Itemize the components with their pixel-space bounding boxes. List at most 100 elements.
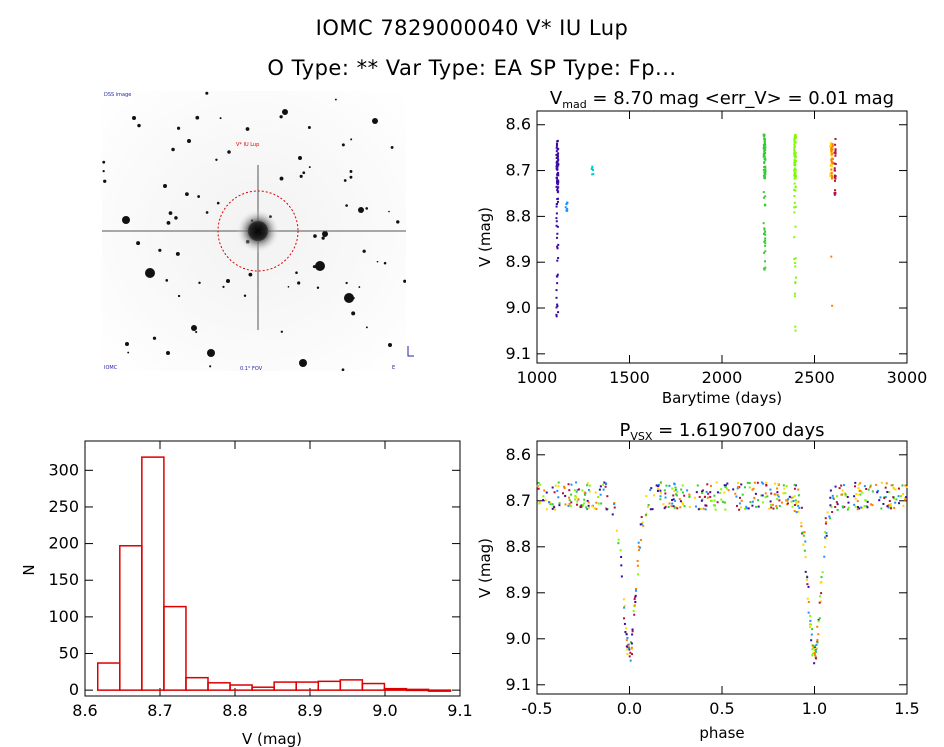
- light-curve-point: [557, 155, 560, 158]
- phased-point: [802, 543, 805, 546]
- phased-point: [640, 516, 643, 519]
- phased-point: [775, 507, 778, 510]
- phased-point: [806, 597, 809, 600]
- phased-point: [764, 492, 767, 495]
- target-star-glow: [236, 209, 280, 253]
- phased-point: [807, 601, 810, 604]
- x-tick-label: 1.5: [894, 699, 919, 718]
- phased-point: [578, 488, 581, 491]
- phased-point: [617, 542, 620, 545]
- phased-point: [678, 498, 681, 501]
- light-curve-point: [764, 230, 767, 233]
- light-curve-point: [764, 149, 767, 152]
- phased-point: [597, 502, 600, 505]
- phased-point: [688, 493, 691, 496]
- phased-point: [897, 487, 900, 490]
- light-curve-point: [833, 193, 836, 196]
- phased-point: [768, 507, 771, 510]
- y-tick-label: 9.0: [506, 629, 531, 648]
- light-curve-point: [557, 172, 560, 175]
- phased-point: [861, 491, 864, 494]
- star: [209, 365, 212, 368]
- phased-point: [623, 606, 626, 609]
- phased-point: [811, 654, 814, 657]
- phased-point: [537, 487, 540, 490]
- phased-point: [720, 498, 723, 501]
- phased-point: [905, 486, 908, 489]
- phased-point: [797, 504, 800, 507]
- phased-point: [674, 486, 677, 489]
- light-curve-point: [793, 258, 796, 261]
- star: [297, 281, 301, 285]
- phased-point: [813, 662, 816, 665]
- light-curve-point: [833, 167, 836, 170]
- phased-point: [576, 488, 579, 491]
- phased-point: [558, 504, 561, 507]
- phased-point: [893, 506, 896, 509]
- phased-point: [894, 501, 897, 504]
- phased-point: [866, 500, 869, 503]
- light-curve-point: [793, 295, 796, 298]
- phased-point: [825, 521, 828, 524]
- phased-point: [795, 511, 798, 514]
- phased-point: [898, 502, 901, 505]
- phased-point: [736, 487, 739, 490]
- light-curve-point: [794, 156, 797, 159]
- phased-point: [675, 494, 678, 497]
- light-curve-point: [555, 205, 558, 208]
- light-curve-point: [794, 205, 797, 208]
- phased-point: [605, 508, 608, 511]
- phased-point: [853, 503, 856, 506]
- light-curve-point: [557, 190, 560, 193]
- star: [365, 326, 368, 329]
- light-curve-point: [557, 186, 560, 189]
- light-curve-point: [831, 143, 834, 146]
- light-curve-point: [556, 165, 559, 168]
- phased-point: [570, 493, 573, 496]
- light-curve-point: [834, 189, 837, 192]
- histogram-bar: [383, 687, 408, 691]
- light-curve-point: [557, 243, 560, 246]
- phased-point: [812, 644, 815, 647]
- phased-point: [820, 576, 823, 579]
- phased-point: [803, 549, 806, 552]
- light-curve-point: [834, 179, 837, 182]
- phased-point: [797, 500, 800, 503]
- light-curve-point: [566, 209, 569, 212]
- histogram-bar: [163, 605, 187, 691]
- star: [226, 279, 230, 283]
- phased-point: [625, 639, 628, 642]
- histogram-y-label: N: [20, 564, 38, 575]
- phased-point: [888, 491, 891, 494]
- light-curve-point: [793, 195, 796, 198]
- phased-point: [800, 525, 803, 528]
- phased-point: [876, 491, 879, 494]
- light-curve-point: [763, 137, 766, 140]
- y-tick-label: 8.8: [506, 206, 531, 225]
- y-tick-label: 0: [69, 680, 79, 699]
- phased-point: [745, 505, 748, 508]
- y-tick-label: 9.0: [506, 298, 531, 317]
- phased-point: [786, 499, 789, 502]
- phased-point: [632, 609, 635, 612]
- phased-point: [743, 507, 746, 510]
- phased-point: [537, 481, 540, 484]
- phased-point: [820, 580, 823, 583]
- phased-point: [814, 656, 817, 659]
- light-curve-point: [592, 173, 595, 176]
- x-tick-label: 8.6: [72, 701, 97, 720]
- phased-point: [567, 483, 570, 486]
- phased-point: [840, 484, 843, 487]
- phased-point: [816, 625, 819, 628]
- light-curve-point: [830, 163, 833, 166]
- phased-point: [776, 494, 779, 497]
- star: [308, 166, 311, 169]
- light-curve-point: [555, 146, 558, 149]
- phased-point: [568, 502, 571, 505]
- light-curve-point: [555, 163, 558, 166]
- star: [349, 175, 353, 179]
- chart-title: IOMC 7829000040 V* IU Lup: [315, 16, 629, 40]
- phased-point: [773, 493, 776, 496]
- light-curve-point: [555, 236, 558, 239]
- phased-point: [830, 506, 833, 509]
